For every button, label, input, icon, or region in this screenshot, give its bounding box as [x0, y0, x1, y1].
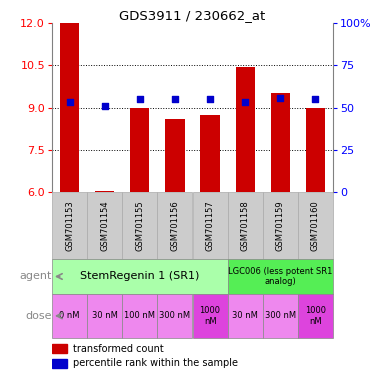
Text: GSM701153: GSM701153	[65, 200, 74, 251]
Bar	[87, 294, 122, 338]
Bar	[298, 294, 333, 338]
Bar	[228, 192, 263, 259]
Text: 100 nM: 100 nM	[124, 311, 155, 320]
Text: GSM701158: GSM701158	[241, 200, 250, 251]
Point	[137, 96, 143, 102]
Point	[277, 94, 283, 101]
Bar	[52, 359, 67, 368]
Text: 30 nM: 30 nM	[92, 311, 117, 320]
Bar	[52, 294, 87, 338]
Bar	[228, 259, 333, 294]
Point	[102, 103, 108, 109]
Bar	[52, 192, 87, 259]
Point	[67, 99, 73, 105]
Bar	[52, 259, 228, 294]
Text: agent: agent	[20, 271, 52, 281]
Bar	[157, 294, 192, 338]
Bar	[87, 192, 122, 259]
Text: GSM701156: GSM701156	[171, 200, 179, 251]
Text: StemRegenin 1 (SR1): StemRegenin 1 (SR1)	[80, 271, 199, 281]
Text: GSM701157: GSM701157	[206, 200, 214, 251]
Bar	[271, 93, 290, 192]
Text: dose: dose	[25, 311, 52, 321]
Text: GSM701160: GSM701160	[311, 200, 320, 251]
Bar	[263, 192, 298, 259]
Bar	[201, 114, 220, 192]
Point	[312, 96, 318, 102]
Title: GDS3911 / 230662_at: GDS3911 / 230662_at	[119, 9, 266, 22]
Text: 30 nM: 30 nM	[232, 311, 258, 320]
Bar	[130, 108, 149, 192]
Bar	[95, 190, 114, 192]
Text: GSM701155: GSM701155	[135, 200, 144, 251]
Bar	[192, 294, 228, 338]
Bar	[236, 67, 255, 192]
Bar	[228, 294, 263, 338]
Text: GSM701159: GSM701159	[276, 200, 285, 251]
Point	[242, 99, 248, 105]
Bar	[306, 108, 325, 192]
Text: 300 nM: 300 nM	[265, 311, 296, 320]
Bar	[298, 192, 333, 259]
Bar	[122, 192, 157, 259]
Bar	[122, 294, 157, 338]
Text: LGC006 (less potent SR1
analog): LGC006 (less potent SR1 analog)	[228, 267, 333, 286]
Text: GSM701154: GSM701154	[100, 200, 109, 251]
Bar	[60, 23, 79, 192]
Bar	[263, 294, 298, 338]
Point	[172, 96, 178, 102]
Text: 0 nM: 0 nM	[59, 311, 80, 320]
Point	[207, 96, 213, 102]
Bar	[165, 119, 184, 192]
Bar	[157, 192, 192, 259]
Text: percentile rank within the sample: percentile rank within the sample	[73, 358, 238, 368]
Text: transformed count: transformed count	[73, 344, 164, 354]
Text: 300 nM: 300 nM	[159, 311, 191, 320]
Text: 1000
nM: 1000 nM	[305, 306, 326, 326]
Bar	[52, 344, 67, 354]
Text: 1000
nM: 1000 nM	[199, 306, 221, 326]
Bar	[192, 192, 228, 259]
